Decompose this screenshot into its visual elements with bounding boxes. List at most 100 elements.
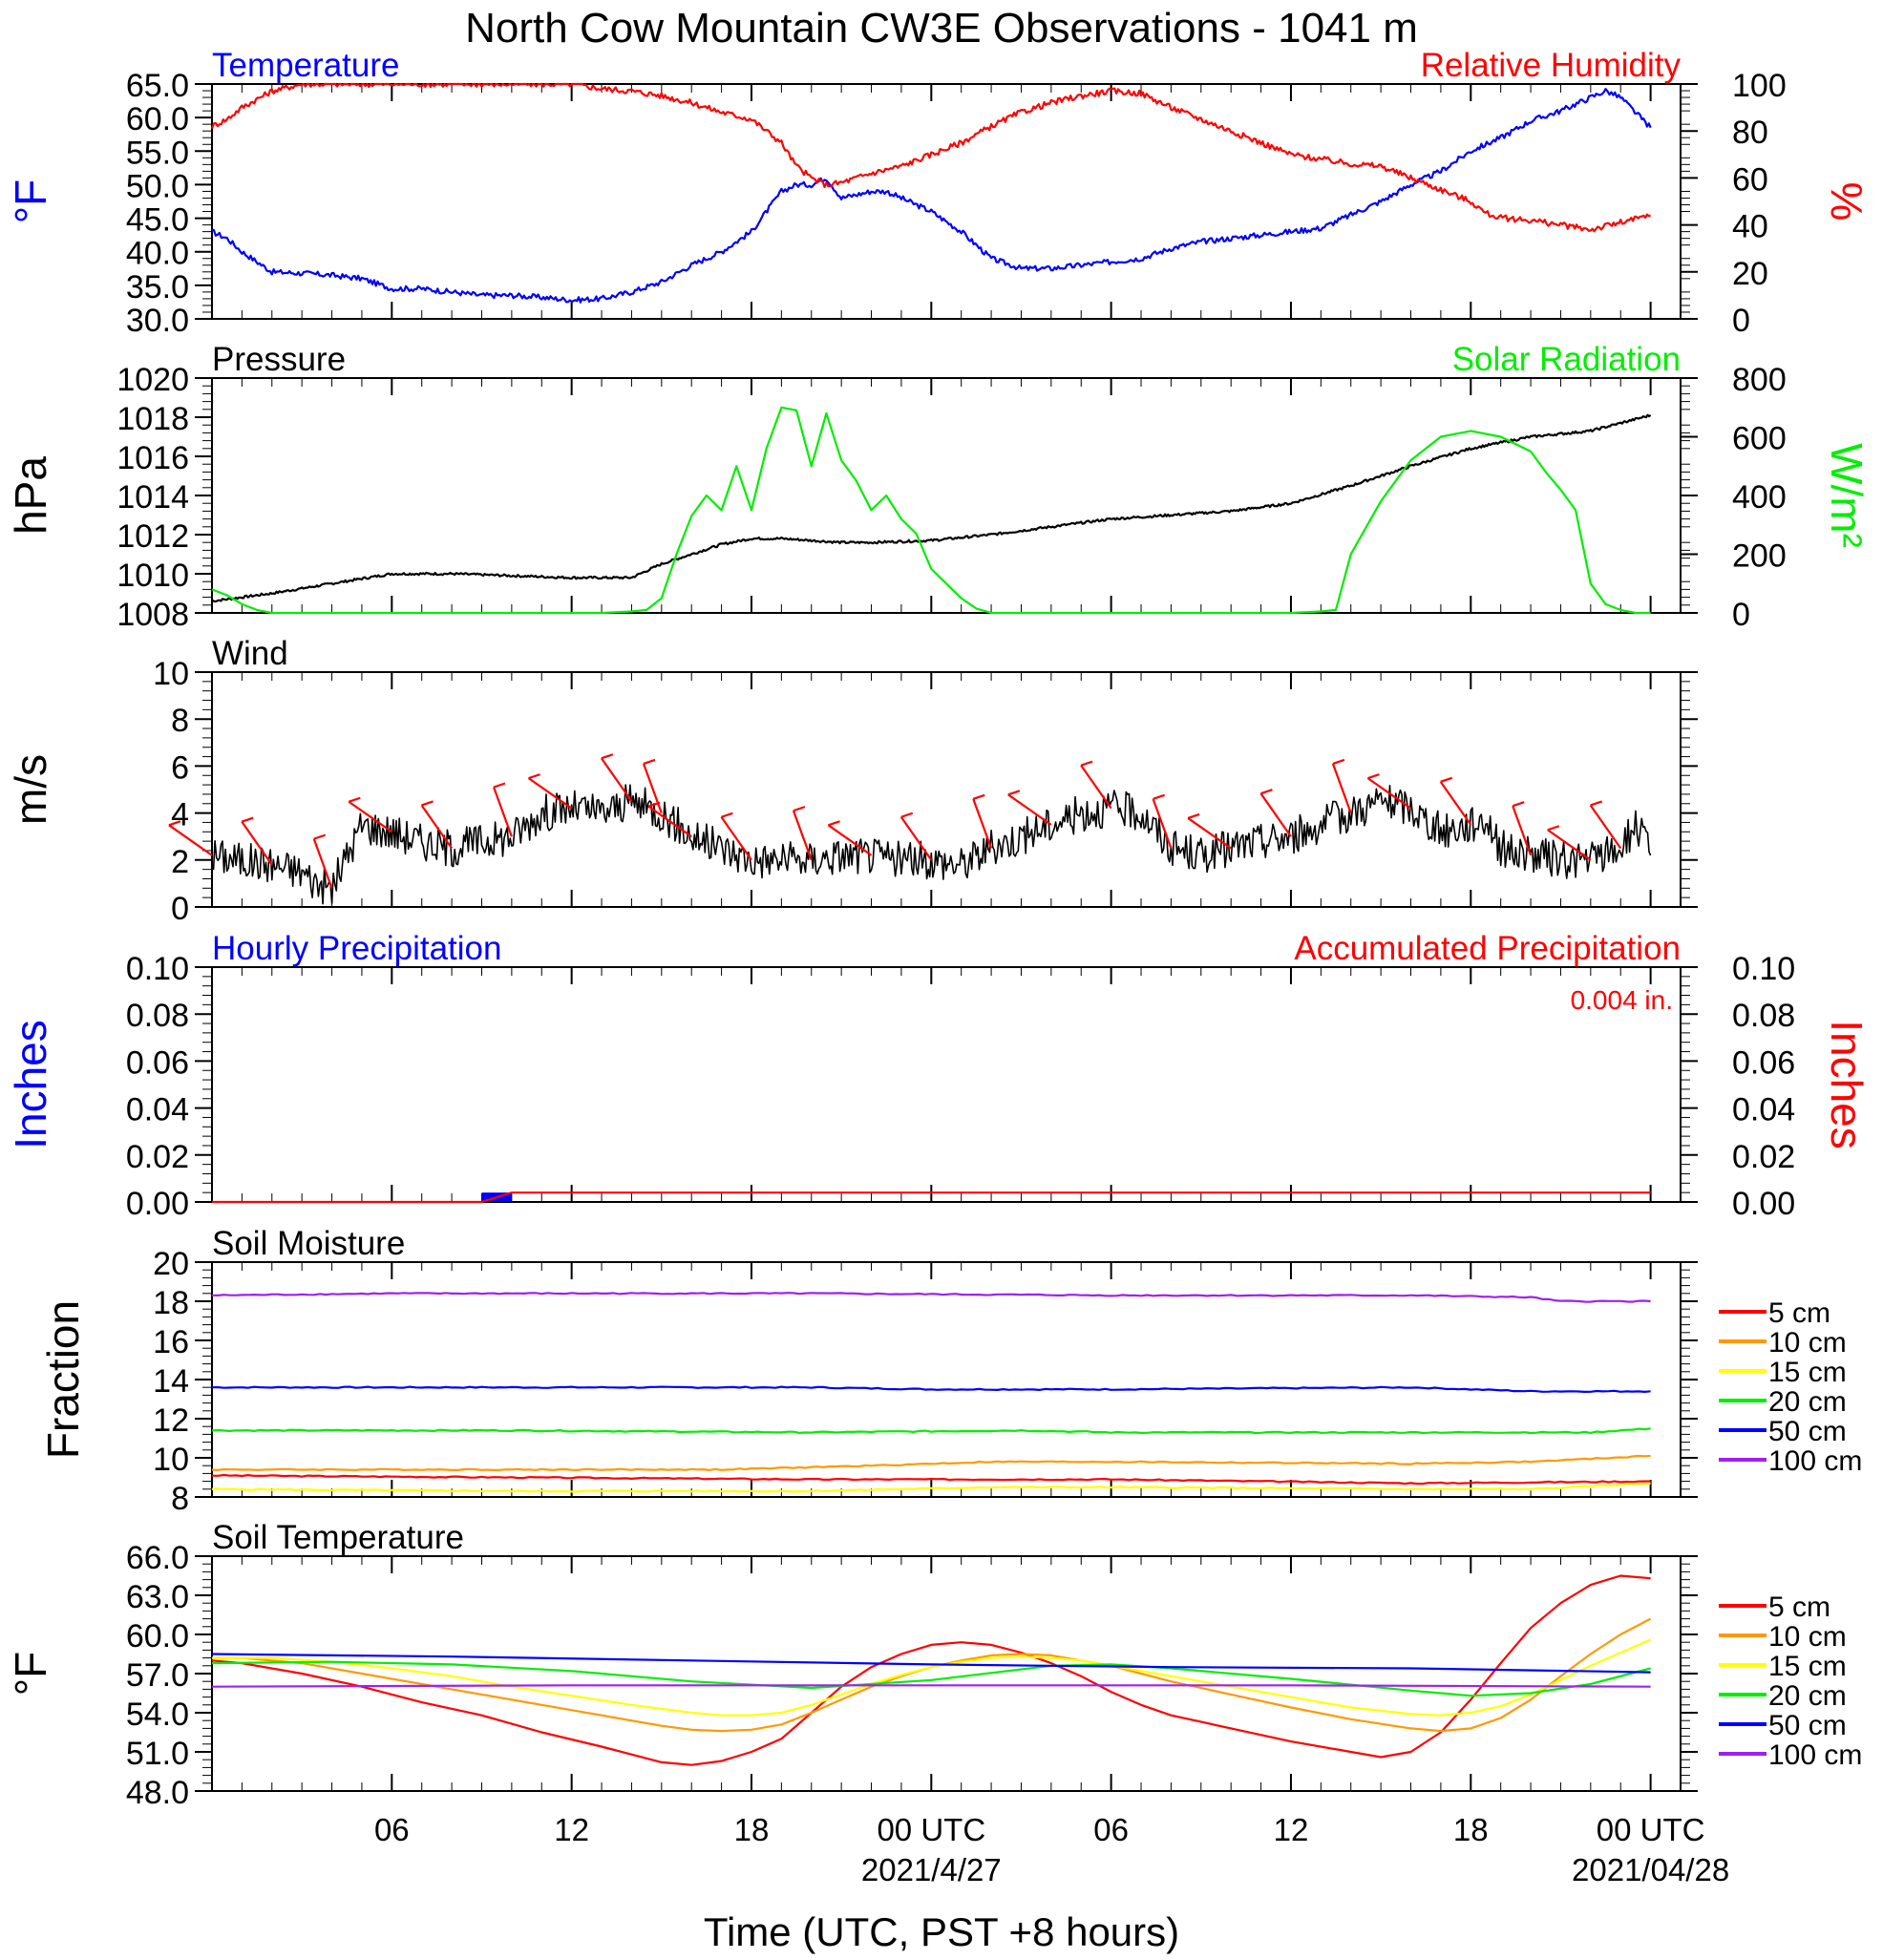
- y-tick-label-left: 1020: [116, 362, 189, 398]
- y-tick-label-right: 0.10: [1732, 951, 1795, 987]
- y-tick-label-right: 800: [1732, 362, 1787, 398]
- wind-barb: [1589, 800, 1622, 850]
- wind-barb: [642, 758, 663, 813]
- y-tick-label-right: 400: [1732, 479, 1787, 516]
- series-line-10-cm: [211, 1454, 1651, 1472]
- y-tick-label-left: 1018: [116, 401, 189, 437]
- y-tick-label-left: 50.0: [126, 168, 189, 204]
- y-tick-label-left: 63.0: [126, 1579, 189, 1615]
- y-tick-label-left: 20: [153, 1246, 189, 1282]
- y-tick-label-left: 65.0: [126, 68, 189, 104]
- y-tick-label-left: 57.0: [126, 1657, 189, 1694]
- y-tick-label-left: 60.0: [126, 1618, 189, 1654]
- wind-barb: [1512, 801, 1533, 856]
- x-tick-label: 12: [1274, 1812, 1309, 1847]
- y-tick-label-right: 0.02: [1732, 1139, 1795, 1175]
- series-line-15-cm: [211, 1482, 1651, 1493]
- x-tick-label: 00 UTC: [1597, 1812, 1705, 1847]
- y-axis-label-right: Inches: [1822, 1020, 1872, 1149]
- series-line-100-cm: [211, 1292, 1651, 1303]
- y-axis-label-left: °F: [6, 1652, 55, 1697]
- legend-label: 5 cm: [1768, 1297, 1830, 1329]
- y-tick-label-right: 40: [1732, 209, 1768, 245]
- y-axis-label-right: %: [1822, 182, 1872, 221]
- y-tick-label-left: 0: [171, 891, 189, 927]
- legend-label: 15 cm: [1768, 1357, 1847, 1388]
- x-tick-label: 06: [1093, 1812, 1129, 1847]
- wind-barb: [168, 820, 213, 856]
- y-tick-label-left: 60.0: [126, 101, 189, 137]
- panel-precip: 0.00 0.02 0.04 0.06 0.08 0.10 0.00 0.02 0.04 0.06…: [6, 930, 1872, 1222]
- wind-barb: [899, 811, 933, 861]
- y-tick-label-left: 1014: [116, 479, 189, 516]
- panel-title-left: Pressure: [212, 341, 346, 378]
- wind-barb: [647, 801, 692, 838]
- legend-label: 15 cm: [1768, 1651, 1847, 1682]
- y-axis-label-left: °F: [6, 179, 55, 224]
- panel-frame: [211, 83, 1682, 320]
- y-tick-label-left: 55.0: [126, 135, 189, 171]
- series-line-5-cm: [211, 1473, 1651, 1486]
- y-tick-label-left: 0.00: [126, 1186, 189, 1222]
- x-tick-label: 06: [374, 1812, 410, 1847]
- y-tick-label-left: 0.04: [126, 1092, 189, 1128]
- y-tick-label-left: 0.06: [126, 1044, 189, 1081]
- y-tick-label-right: 200: [1732, 538, 1787, 575]
- y-axis-label-left: Fraction: [38, 1300, 88, 1459]
- y-tick-label-right: 100: [1732, 68, 1787, 104]
- wind-barb: [827, 820, 873, 856]
- wind-barb: [527, 773, 573, 810]
- y-tick-label-right: 0.00: [1732, 1186, 1795, 1222]
- x-date-label: 2021/04/28: [1572, 1852, 1729, 1887]
- panel-title-right: Solar Radiation: [1452, 341, 1681, 378]
- y-tick-label-left: 2: [171, 844, 189, 880]
- wind-barb: [1080, 760, 1112, 810]
- y-tick-label-left: 54.0: [126, 1697, 189, 1733]
- panel-title-left: Soil Moisture: [212, 1225, 405, 1262]
- series-line-red: [210, 82, 1651, 233]
- legend-label: 20 cm: [1768, 1386, 1847, 1418]
- wind-barb: [1187, 812, 1232, 850]
- series-line-red: [212, 1191, 1651, 1204]
- x-tick-label: 12: [554, 1812, 589, 1847]
- legend-label: 100 cm: [1768, 1445, 1862, 1477]
- legend-label: 20 cm: [1768, 1680, 1847, 1712]
- y-tick-label-left: 8: [171, 703, 189, 739]
- legend-label: 50 cm: [1768, 1710, 1847, 1741]
- wind-barb: [420, 800, 454, 850]
- wind-barb: [720, 811, 752, 861]
- y-tick-label-right: 0: [1732, 597, 1750, 633]
- figure-title: North Cow Mountain CW3E Observations - 1…: [465, 5, 1418, 52]
- y-tick-label-left: 0.02: [126, 1139, 189, 1175]
- y-tick-label-right: 0: [1732, 303, 1750, 339]
- wind-barb: [1439, 776, 1472, 826]
- y-tick-label-left: 1008: [116, 597, 189, 633]
- wind-barb: [312, 833, 333, 889]
- panel-title-right: Relative Humidity: [1421, 47, 1682, 84]
- wind-barb: [1259, 789, 1292, 837]
- wind-barb: [493, 782, 513, 837]
- x-tick-label: 18: [734, 1812, 770, 1847]
- y-axis-label-left: hPa: [6, 456, 55, 535]
- y-tick-label-left: 45.0: [126, 202, 189, 239]
- panel-title-left: Wind: [212, 635, 288, 672]
- x-tick-label: 18: [1453, 1812, 1489, 1847]
- legend-label: 50 cm: [1768, 1416, 1847, 1447]
- wind-barb: [1366, 773, 1412, 810]
- y-tick-label-left: 0.08: [126, 998, 189, 1034]
- y-tick-label-left: 51.0: [126, 1736, 189, 1772]
- wind-barb: [1152, 793, 1173, 849]
- y-tick-label-left: 40.0: [126, 236, 189, 272]
- panel-title-left: Hourly Precipitation: [212, 930, 501, 967]
- y-tick-label-right: 0.08: [1732, 998, 1795, 1034]
- series-line-50-cm: [211, 1385, 1651, 1394]
- y-tick-label-left: 1016: [116, 440, 189, 476]
- y-tick-label-left: 66.0: [126, 1540, 189, 1576]
- y-tick-label-left: 1012: [116, 518, 189, 555]
- legend-label: 10 cm: [1768, 1327, 1847, 1359]
- y-tick-label-left: 10: [153, 1442, 189, 1478]
- x-tick-label: 00 UTC: [877, 1812, 985, 1847]
- legend-label: 5 cm: [1768, 1591, 1830, 1623]
